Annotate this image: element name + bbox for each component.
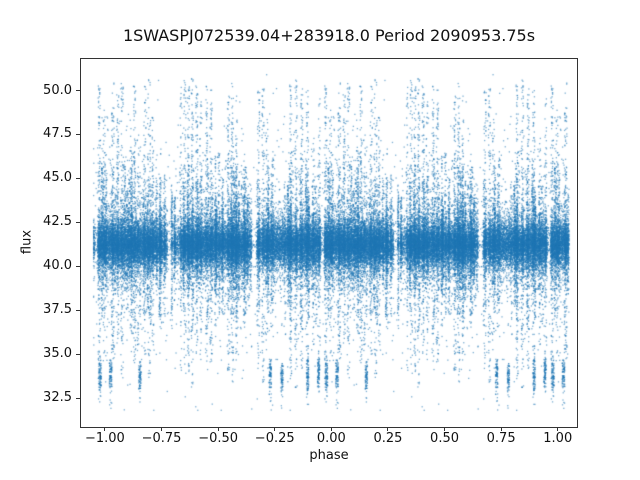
y-tick-label: 32.5: [43, 390, 72, 405]
y-tick-label: 50.0: [43, 82, 72, 98]
x-tick-label: 0.75: [486, 431, 516, 446]
x-tick-label: 1.00: [543, 431, 573, 446]
x-tick: [444, 427, 446, 431]
x-tick: [557, 427, 559, 431]
y-tick: [76, 309, 80, 311]
x-tick-label: −0.50: [198, 431, 239, 446]
plot-axes-frame: [80, 58, 578, 428]
x-tick-label: 0.00: [316, 431, 346, 446]
x-tick-label: 0.25: [373, 431, 403, 446]
x-tick-label: −1.00: [84, 431, 125, 446]
x-tick: [217, 427, 219, 431]
x-tick: [104, 427, 106, 431]
x-axis-label: phase: [309, 448, 349, 463]
y-tick-label: 35.0: [43, 346, 72, 362]
y-tick: [76, 90, 80, 91]
y-tick-label: 37.5: [43, 302, 72, 318]
x-tick-label: 0.50: [430, 431, 459, 446]
y-tick-label: 42.5: [43, 214, 72, 230]
x-tick: [387, 427, 389, 431]
y-tick: [76, 177, 80, 179]
x-tick-label: −0.75: [141, 431, 182, 446]
x-tick: [330, 427, 332, 431]
x-tick: [161, 427, 162, 431]
y-tick-label: 40.0: [43, 258, 72, 274]
chart-title: 1SWASPJ072539.04+283918.0 Period 2090953…: [122, 26, 536, 45]
y-tick: [76, 397, 80, 399]
y-tick-label: 45.0: [43, 170, 72, 186]
x-tick: [274, 427, 276, 431]
y-tick: [76, 221, 80, 223]
y-tick: [76, 353, 80, 355]
y-tick-label: 47.5: [43, 126, 72, 142]
y-axis-label: flux: [19, 229, 35, 255]
x-tick: [500, 427, 502, 431]
y-tick: [76, 133, 80, 135]
y-tick: [76, 265, 80, 267]
x-tick-label: −0.25: [254, 431, 295, 446]
